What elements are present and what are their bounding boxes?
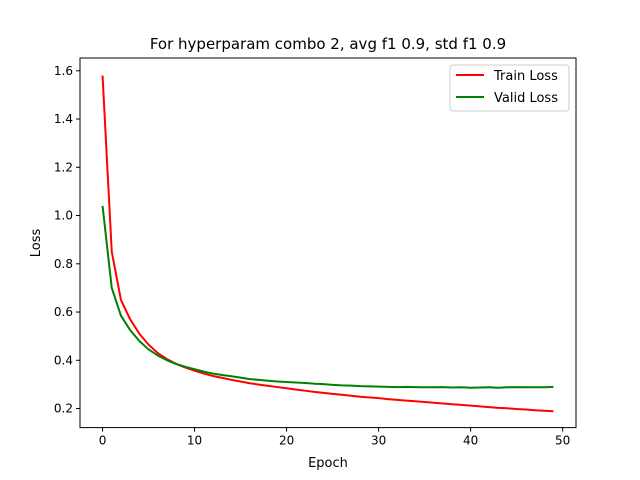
chart-title: For hyperparam combo 2, avg f1 0.9, std …: [150, 35, 506, 53]
x-tick-label: 40: [463, 434, 478, 448]
x-tick-label: 0: [99, 434, 107, 448]
x-tick-label: 30: [371, 434, 386, 448]
plot-frame: [79, 57, 577, 429]
y-tick-label: 0.4: [54, 353, 73, 367]
x-axis: 0 10 20 30 40 50: [99, 427, 570, 448]
series-line-valid-loss: [101, 205, 554, 389]
x-tick-label: 20: [279, 434, 294, 448]
x-tick-label: 50: [555, 434, 570, 448]
y-tick-label: 1.0: [54, 209, 73, 223]
y-tick-label: 1.6: [54, 64, 73, 78]
legend-box: [449, 64, 570, 112]
y-tick-label: 1.2: [54, 160, 73, 174]
x-tick-label: 10: [187, 434, 202, 448]
y-axis-label: Loss: [29, 229, 44, 258]
x-axis-label: Epoch: [308, 456, 348, 471]
y-axis: 0.2 0.4 0.6 0.8 1.0 1.2 1.4 1.6: [54, 64, 80, 416]
legend-label-train-loss: Train Loss: [493, 69, 558, 84]
y-tick-label: 0.8: [54, 257, 73, 271]
y-tick-label: 0.2: [54, 402, 73, 416]
legend-label-valid-loss: Valid Loss: [494, 91, 558, 106]
legend: Train Loss Valid Loss: [449, 64, 570, 112]
y-tick-label: 1.4: [54, 112, 73, 126]
y-tick-label: 0.6: [54, 305, 73, 319]
series-layer: [101, 75, 554, 413]
